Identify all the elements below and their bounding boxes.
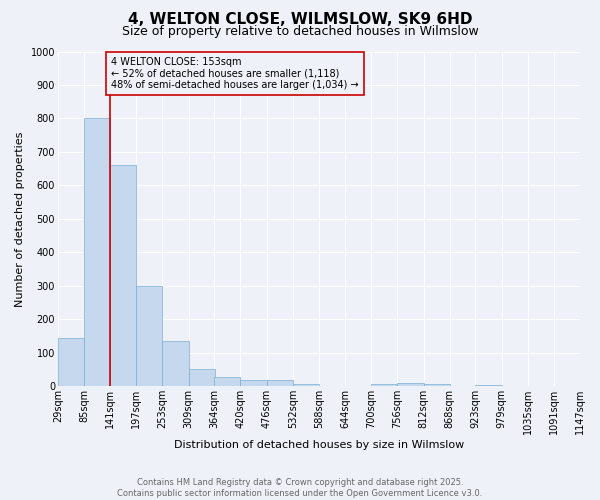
- Bar: [475, 384, 502, 386]
- Bar: [163, 341, 188, 386]
- Bar: [84, 118, 110, 386]
- Text: 4, WELTON CLOSE, WILMSLOW, SK9 6HD: 4, WELTON CLOSE, WILMSLOW, SK9 6HD: [128, 12, 472, 28]
- Text: Contains HM Land Registry data © Crown copyright and database right 2025.
Contai: Contains HM Land Registry data © Crown c…: [118, 478, 482, 498]
- Bar: [293, 384, 319, 386]
- Bar: [110, 166, 136, 386]
- Bar: [241, 380, 266, 386]
- Bar: [266, 380, 293, 386]
- Bar: [58, 338, 84, 386]
- Text: 4 WELTON CLOSE: 153sqm
← 52% of detached houses are smaller (1,118)
48% of semi-: 4 WELTON CLOSE: 153sqm ← 52% of detached…: [111, 56, 359, 90]
- Bar: [214, 377, 241, 386]
- Bar: [397, 383, 424, 386]
- X-axis label: Distribution of detached houses by size in Wilmslow: Distribution of detached houses by size …: [174, 440, 464, 450]
- Y-axis label: Number of detached properties: Number of detached properties: [15, 131, 25, 306]
- Bar: [136, 286, 163, 386]
- Text: Size of property relative to detached houses in Wilmslow: Size of property relative to detached ho…: [122, 25, 478, 38]
- Bar: [371, 384, 397, 386]
- Bar: [188, 369, 215, 386]
- Bar: [424, 384, 449, 386]
